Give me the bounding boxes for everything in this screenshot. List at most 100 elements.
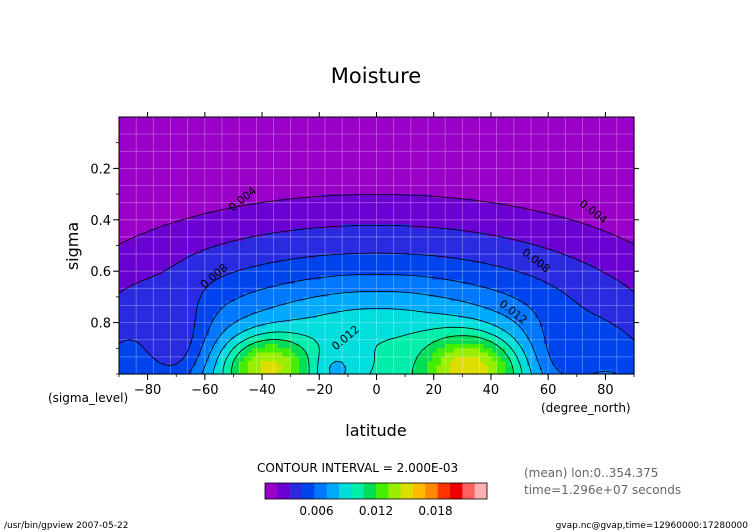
contour-cell	[428, 134, 433, 140]
contour-cell	[496, 258, 502, 264]
contour-cell	[226, 146, 232, 152]
contour-cell	[144, 185, 150, 191]
contour-cell	[552, 262, 558, 268]
contour-cell	[243, 185, 249, 191]
contour-cell	[423, 266, 429, 272]
contour-cell	[243, 168, 249, 174]
contour-cell	[179, 279, 184, 285]
contour-cell	[432, 219, 438, 225]
contour-cell	[586, 117, 592, 122]
contour-cell	[286, 159, 292, 165]
contour-cell	[269, 292, 275, 298]
contour-cell	[389, 224, 395, 229]
contour-cell	[552, 159, 558, 165]
contour-cell	[406, 151, 412, 157]
contour-cell	[548, 284, 554, 289]
contour-cell	[183, 245, 189, 251]
contour-cell	[200, 155, 206, 161]
contour-cell	[264, 189, 270, 195]
contour-cell	[415, 292, 421, 298]
contour-cell	[264, 211, 270, 217]
contour-cell	[548, 146, 554, 152]
contour-cell	[569, 258, 575, 264]
contour-cell	[573, 198, 579, 204]
contour-cell	[376, 284, 382, 289]
contour-cell	[294, 258, 300, 264]
contour-cell	[531, 159, 536, 165]
contour-cell	[329, 254, 335, 259]
contour-cell	[346, 211, 352, 217]
contour-cell	[453, 275, 459, 281]
contour-cell	[479, 168, 485, 174]
contour-cell	[505, 142, 511, 148]
contour-cell	[119, 185, 124, 191]
contour-cell	[131, 258, 137, 264]
contour-cell	[294, 284, 300, 289]
contour-cell	[522, 159, 528, 165]
contour-cell	[535, 164, 541, 169]
contour-cell	[140, 236, 146, 242]
contour-cell	[136, 134, 142, 140]
contour-cell	[462, 206, 468, 212]
contour-cell	[200, 249, 206, 255]
contour-cell	[196, 159, 202, 165]
contour-cell	[556, 228, 562, 234]
contour-cell	[432, 271, 438, 277]
contour-cell	[230, 271, 236, 277]
contour-cell	[612, 142, 618, 148]
contour-cell	[535, 134, 541, 140]
contour-cell	[320, 129, 326, 135]
contour-cell	[217, 202, 223, 208]
contour-cell	[342, 262, 348, 268]
contour-cell	[531, 125, 536, 131]
contour-cell	[119, 271, 124, 277]
contour-cell	[273, 117, 279, 122]
contour-cell	[247, 146, 253, 152]
contour-cell	[492, 258, 498, 264]
contour-cell	[453, 232, 459, 238]
contour-cell	[466, 249, 472, 255]
contour-cell	[561, 224, 566, 229]
contour-cell	[419, 181, 425, 187]
contour-cell	[410, 249, 416, 255]
contour-cell	[187, 288, 193, 294]
contour-cell	[462, 219, 468, 225]
contour-cell	[543, 266, 549, 272]
contour-cell	[445, 215, 451, 221]
contour-cell	[320, 206, 326, 212]
contour-cell	[500, 129, 506, 135]
contour-cell	[458, 219, 463, 225]
contour-cell	[307, 215, 313, 221]
contour-cell	[307, 232, 313, 238]
contour-cell	[608, 236, 614, 242]
contour-cell	[294, 168, 300, 174]
contour-cell	[380, 249, 386, 255]
contour-cell	[329, 172, 335, 178]
contour-cell	[616, 236, 622, 242]
contour-cell	[543, 185, 549, 191]
contour-cell	[552, 228, 558, 234]
contour-cell	[127, 292, 133, 298]
contour-cell	[483, 279, 489, 285]
contour-cell	[179, 232, 184, 238]
contour-cell	[136, 168, 142, 174]
contour-cell	[307, 224, 313, 229]
contour-cell	[543, 189, 549, 195]
contour-cell	[543, 151, 549, 157]
contour-cell	[372, 129, 378, 135]
contour-cell	[393, 258, 399, 264]
contour-cell	[299, 245, 305, 251]
contour-cell	[161, 159, 167, 165]
contour-cell	[350, 279, 356, 285]
contour-cell	[166, 181, 172, 187]
contour-cell	[252, 288, 257, 294]
contour-cell	[346, 288, 352, 294]
contour-cell	[191, 224, 197, 229]
contour-cell	[325, 271, 330, 277]
contour-cell	[522, 206, 528, 212]
contour-cell	[423, 224, 429, 229]
contour-cell	[543, 275, 549, 281]
contour-cell	[140, 232, 146, 238]
contour-cell	[483, 228, 489, 234]
contour-cell	[608, 159, 614, 165]
